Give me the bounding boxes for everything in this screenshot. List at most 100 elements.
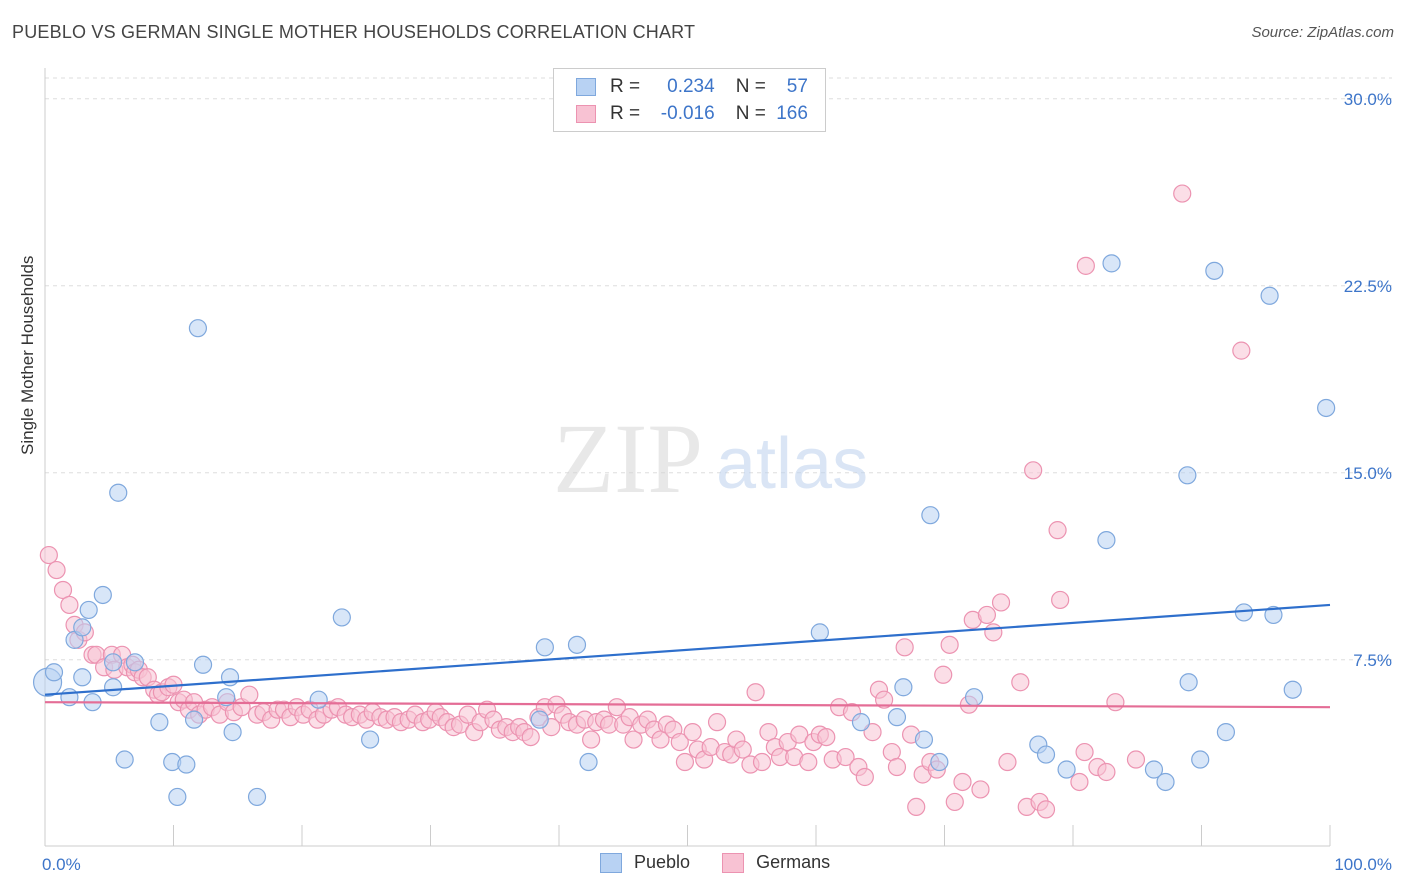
n-label: N =	[735, 76, 766, 97]
pueblo-point	[1317, 398, 1336, 418]
germans-point	[977, 605, 997, 625]
germans-point	[1106, 693, 1125, 712]
pueblo-point	[332, 608, 351, 627]
pueblo-swatch	[576, 78, 596, 96]
pueblo-point	[567, 635, 587, 654]
stats-legend: R = 0.234 N = 57 R = -0.016 N = 166	[553, 68, 826, 132]
germans-point	[953, 772, 972, 792]
pueblo-point	[223, 723, 242, 742]
germans-point	[934, 665, 953, 684]
pueblo-point	[247, 787, 267, 807]
legend-row-pueblo: R = 0.234 N = 57	[576, 75, 808, 99]
germans-point	[1097, 762, 1116, 782]
germans-point	[1126, 750, 1146, 769]
x-tick-label-max: 100.0%	[1334, 855, 1392, 874]
germans-point	[670, 732, 689, 752]
pueblo-point	[579, 752, 598, 772]
germans-point	[1048, 521, 1067, 540]
pueblo-point	[851, 713, 871, 732]
pueblo-point	[1036, 745, 1056, 764]
n-value: 166	[776, 103, 808, 124]
germans-swatch	[576, 105, 596, 123]
pueblo-point	[1057, 760, 1076, 779]
pueblo-point	[150, 713, 169, 732]
germans-point	[940, 635, 959, 654]
axes	[44, 68, 1331, 847]
pueblo-point	[188, 319, 208, 338]
chart-title: PUEBLO VS GERMAN SINGLE MOTHER HOUSEHOLD…	[12, 22, 696, 42]
pueblo-point	[309, 690, 328, 709]
pueblo-point	[1260, 286, 1279, 305]
germans-point	[895, 638, 914, 657]
y-axis-label: Single Mother Households	[18, 255, 37, 455]
y-tick-label: 15.0%	[1344, 464, 1392, 483]
series-pueblo	[32, 254, 1336, 807]
germans-point	[790, 725, 809, 744]
germans-point	[863, 723, 882, 742]
germans-point	[1076, 256, 1095, 275]
pueblo-point	[930, 752, 949, 772]
pueblo-point	[115, 750, 134, 769]
pueblo-point	[914, 730, 934, 749]
pueblo-point	[921, 506, 940, 525]
germans-point	[240, 685, 259, 704]
pueblo-point	[1156, 772, 1175, 792]
germans-point	[1036, 800, 1056, 819]
germans-point	[1024, 461, 1043, 480]
pueblo-swatch	[600, 852, 622, 873]
germans-point	[907, 797, 926, 817]
watermark-atlas: atlas	[716, 424, 868, 504]
pueblo-point	[1102, 254, 1121, 273]
legend-label-germans: Germans	[756, 852, 831, 872]
germans-point	[855, 767, 874, 787]
germans-point	[984, 623, 1003, 642]
y-tick-label: 22.5%	[1344, 277, 1392, 296]
germans-point	[817, 727, 836, 747]
germans-point	[991, 593, 1011, 612]
pueblo-point	[964, 688, 984, 707]
germans-point	[1173, 184, 1192, 203]
pueblo-point	[1191, 750, 1210, 769]
legend-label-pueblo: Pueblo	[634, 852, 691, 872]
germans-swatch	[722, 852, 745, 873]
pueblo-point	[168, 787, 187, 807]
pueblo-point	[125, 653, 145, 672]
germans-point	[1011, 673, 1030, 692]
germans-point	[60, 595, 79, 615]
germans-point	[759, 723, 778, 742]
tick-labels: 7.5% 15.0% 22.5% 30.0% 0.0% 100.0%	[42, 90, 1392, 874]
germans-trend-line	[44, 701, 1331, 709]
germans-point	[887, 757, 907, 777]
series-legend: Pueblo Germans	[600, 852, 862, 873]
legend-item-germans: Germans	[722, 852, 830, 873]
pueblo-point	[887, 708, 907, 727]
germans-point	[1232, 341, 1251, 360]
pueblo-point	[810, 623, 829, 642]
r-label: R =	[610, 103, 641, 124]
grid-lines	[45, 77, 1392, 661]
germans-point	[53, 580, 73, 600]
germans-point	[1051, 590, 1070, 610]
pueblo-point	[104, 678, 123, 697]
pueblo-point	[1097, 531, 1116, 550]
pueblo-point	[79, 600, 98, 620]
pueblo-point	[193, 655, 213, 674]
pueblo-point	[530, 710, 549, 729]
y-tick-label: 7.5%	[1353, 651, 1392, 670]
germans-point	[1070, 772, 1089, 792]
legend-item-pueblo: Pueblo	[600, 852, 690, 873]
pueblo-point	[73, 668, 92, 687]
pueblo-point	[1283, 680, 1302, 699]
germans-point	[521, 727, 540, 747]
pueblo-point	[361, 730, 380, 749]
pueblo-point	[93, 585, 112, 605]
germans-point	[651, 730, 670, 749]
pueblo-point	[1178, 466, 1197, 485]
germans-point	[624, 730, 643, 749]
pueblo-point	[1264, 605, 1283, 625]
pueblo-point	[1205, 261, 1224, 280]
germans-point	[971, 780, 990, 799]
x-tick-label-min: 0.0%	[42, 855, 81, 874]
germans-point	[752, 752, 772, 772]
